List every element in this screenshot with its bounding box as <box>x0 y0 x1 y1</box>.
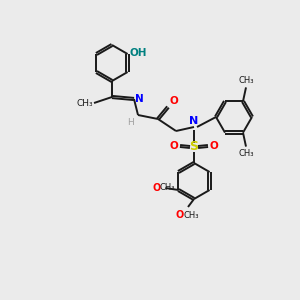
Text: H: H <box>127 118 134 127</box>
Text: O: O <box>210 141 219 151</box>
Text: OH: OH <box>130 48 147 58</box>
Text: CH₃: CH₃ <box>159 184 175 193</box>
Text: N: N <box>189 116 199 126</box>
Text: CH₃: CH₃ <box>183 211 199 220</box>
Text: O: O <box>152 183 160 193</box>
Text: CH₃: CH₃ <box>238 148 254 158</box>
Text: CH₃: CH₃ <box>76 98 93 107</box>
Text: N: N <box>135 94 144 104</box>
Text: CH₃: CH₃ <box>238 76 254 85</box>
Text: O: O <box>176 210 184 220</box>
Text: O: O <box>169 141 178 151</box>
Text: O: O <box>169 96 178 106</box>
Text: S: S <box>190 140 199 154</box>
